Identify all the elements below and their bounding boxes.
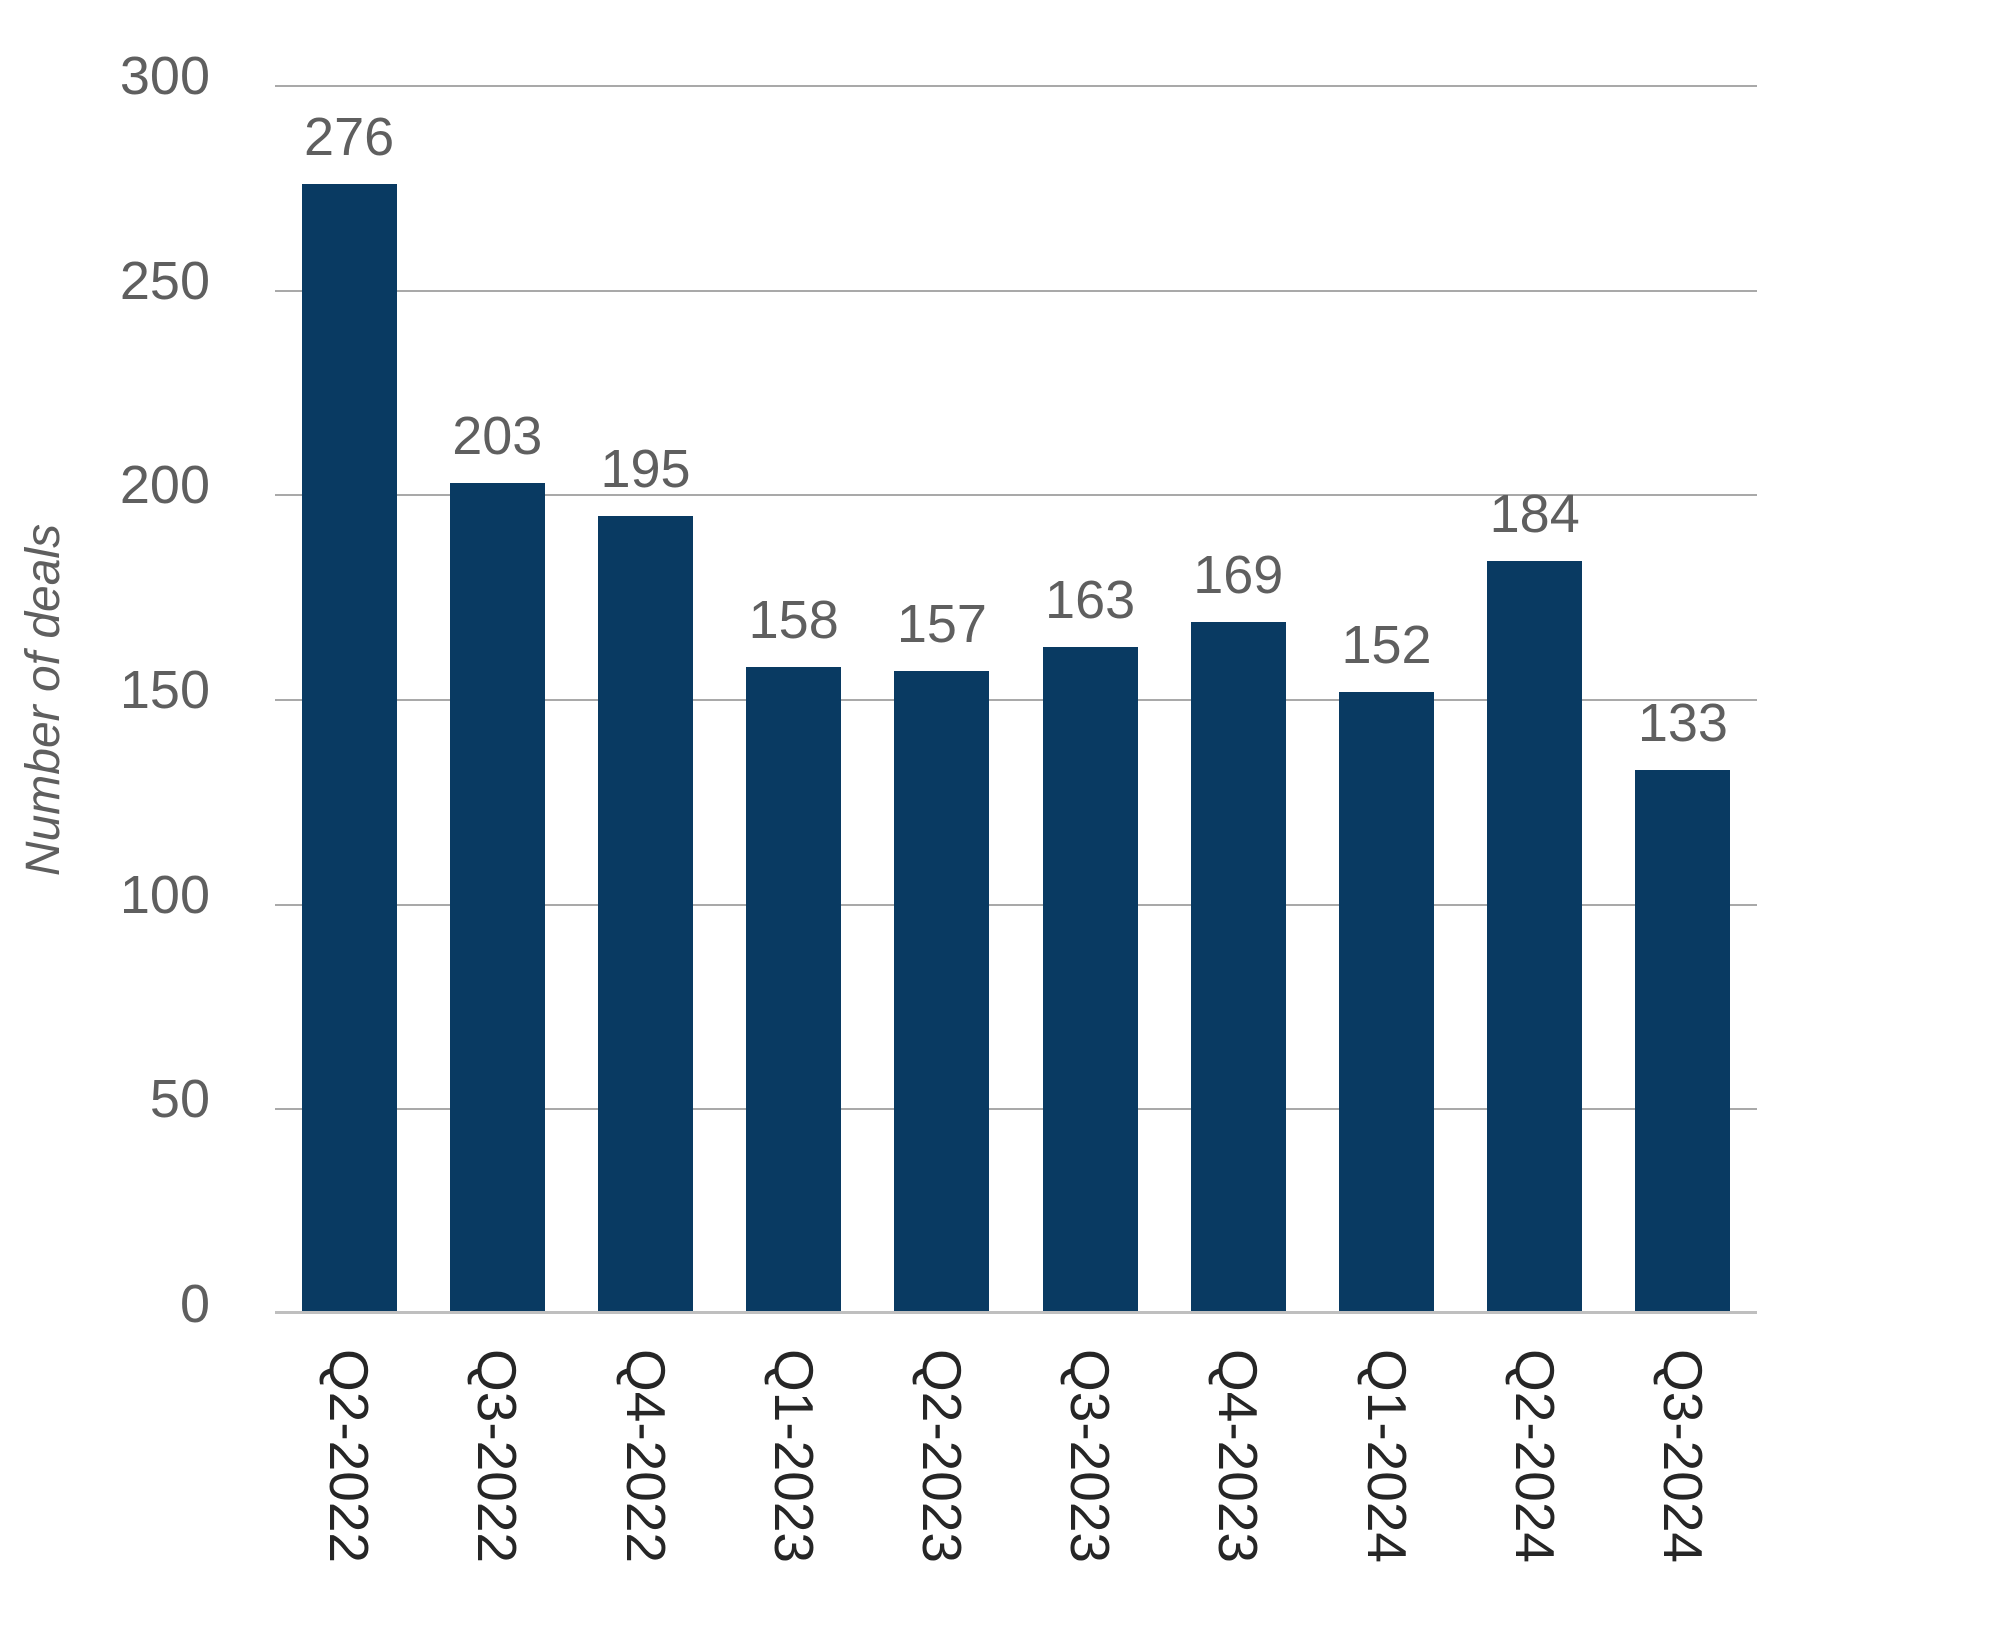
gridline [275, 1108, 1757, 1111]
bar-value-label: 169 [1193, 545, 1284, 606]
bar [1487, 560, 1583, 1314]
bar [1635, 769, 1731, 1314]
bar-value-label: 184 [1489, 483, 1580, 544]
gridline [275, 903, 1757, 906]
bar-value-label: 203 [452, 406, 543, 467]
bar-value-label: 195 [600, 438, 691, 499]
y-tick-label: 50 [149, 1069, 210, 1130]
x-tick-label: Q1-2024 [1355, 1348, 1418, 1564]
bar-value-label: 276 [304, 107, 395, 168]
x-tick-label: Q2-2022 [318, 1348, 381, 1564]
gridline [275, 494, 1757, 497]
y-tick-label: 200 [119, 455, 210, 516]
bar [894, 671, 990, 1314]
y-tick-label: 300 [119, 46, 210, 106]
x-tick-label: Q3-2024 [1651, 1348, 1714, 1564]
bar [1190, 622, 1286, 1314]
y-tick-label: 0 [179, 1274, 210, 1334]
x-tick-label: Q4-2023 [1207, 1348, 1270, 1564]
x-tick-label: Q3-2022 [466, 1348, 529, 1564]
bar-value-label: 152 [1341, 614, 1432, 675]
gridline [275, 85, 1757, 87]
bar [301, 184, 397, 1314]
x-axis-line [275, 1311, 1757, 1314]
y-tick-label: 100 [119, 864, 210, 925]
gridline [275, 289, 1757, 292]
bar [1042, 646, 1138, 1314]
gridline [275, 699, 1757, 701]
y-tick-label: 150 [119, 660, 210, 720]
bar [449, 483, 545, 1314]
x-tick-label: Q2-2023 [910, 1348, 973, 1564]
x-tick-label: Q2-2024 [1503, 1348, 1566, 1564]
bar-value-label: 158 [748, 590, 839, 651]
bar [746, 667, 842, 1314]
bar-value-label: 163 [1045, 569, 1136, 630]
x-tick-label: Q4-2022 [614, 1348, 677, 1564]
bar [1339, 691, 1434, 1314]
bar [598, 515, 693, 1314]
x-tick-label: Q1-2023 [762, 1348, 825, 1564]
y-tick-label: 250 [119, 250, 210, 311]
bar-value-label: 157 [896, 594, 987, 655]
x-tick-label: Q3-2023 [1059, 1348, 1122, 1564]
bar-value-label: 133 [1637, 692, 1728, 753]
